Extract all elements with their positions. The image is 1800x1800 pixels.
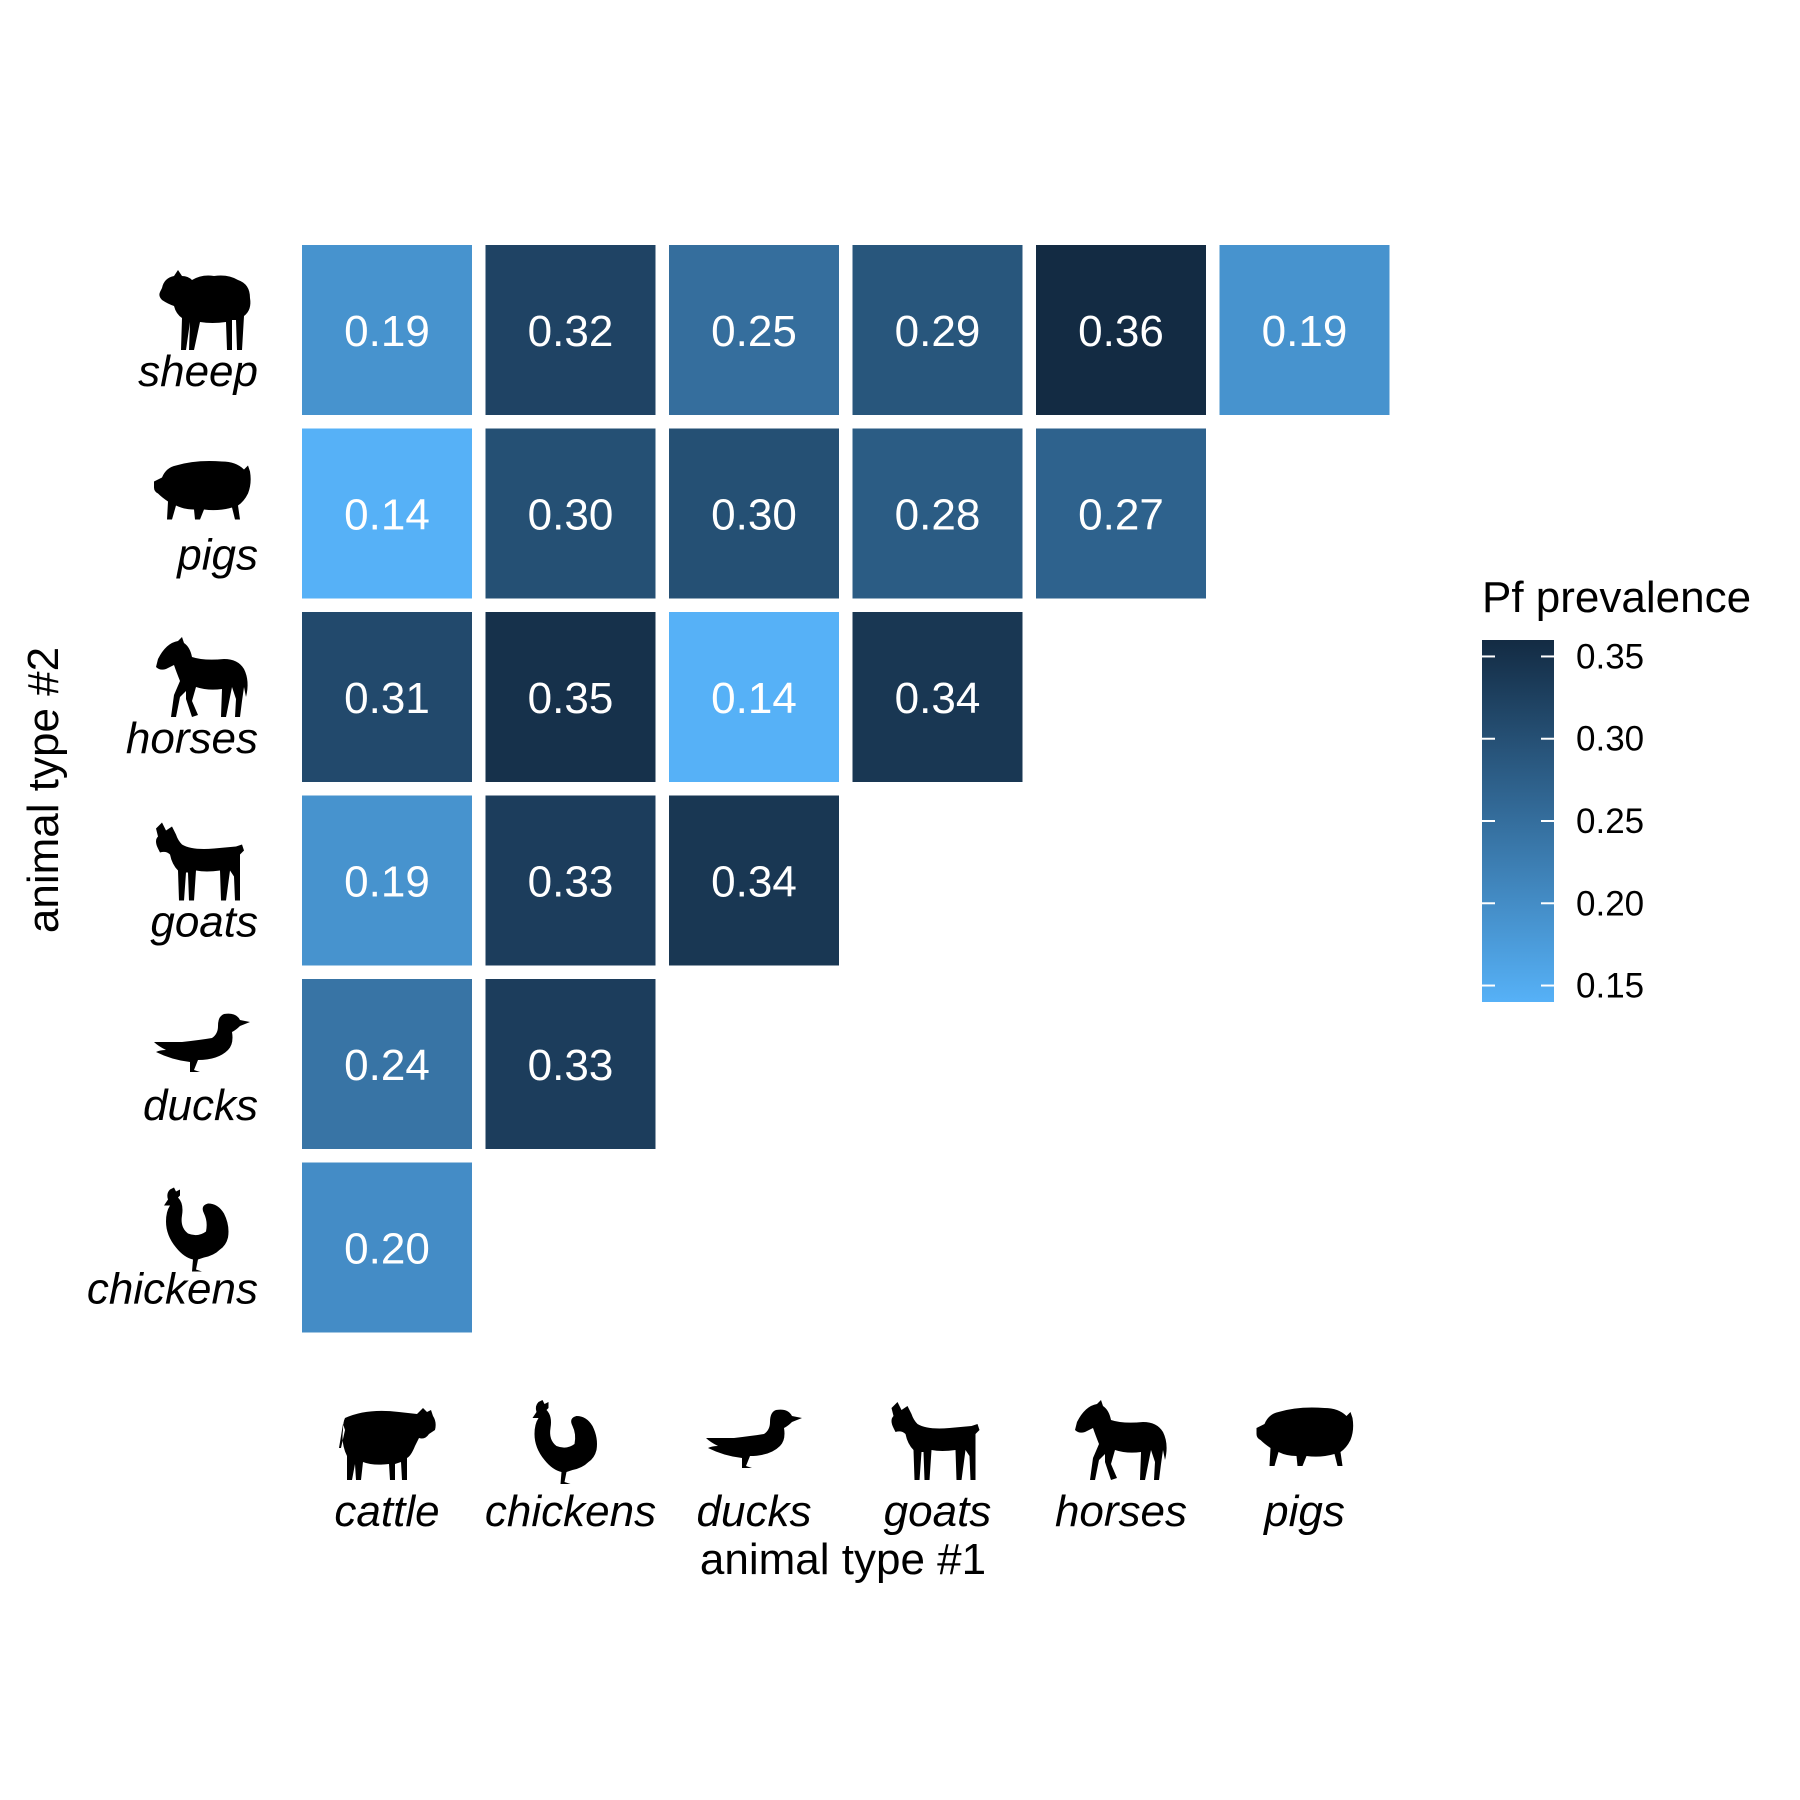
cell-value-label: 0.24 [344,1041,430,1090]
y-tick-label-horses: horses [126,714,258,763]
heatmap-cell-pigs-sheep [1219,245,1390,415]
heatmap-cell-chickens-horses [485,612,656,782]
cell-value-label: 0.36 [1078,307,1164,356]
x-tick-label-pigs: pigs [1262,1487,1345,1536]
heatmap-cell-goats-pigs [852,428,1023,599]
heatmap-cell-ducks-goats [669,795,839,966]
legend-title: Pf prevalence [1482,573,1751,622]
heatmap-cell-goats-sheep [852,245,1023,415]
cell-value-label: 0.33 [528,858,614,907]
cell-value-label: 0.29 [895,307,981,356]
heatmap-cell-chickens-pigs [485,428,656,599]
heatmap-cell-horses-pigs [1036,428,1206,599]
cell-value-label: 0.19 [344,858,430,907]
x-axis: cattle chickens ducks goats horses pigs [334,1400,1354,1536]
y-axis: sheep pigs horses goats ducks chickens [87,270,258,1314]
heatmap-cell-cattle-pigs [302,428,472,599]
cell-value-label: 0.14 [711,674,797,723]
cell-value-label: 0.19 [344,307,430,356]
x-tick-label-chickens: chickens [485,1487,656,1536]
y-tick-label-chickens: chickens [87,1265,258,1314]
heatmap-cell-cattle-chickens [302,1162,472,1333]
duck-icon [154,1013,250,1072]
cell-value-label: 0.28 [895,491,981,540]
heatmap-cell-labels: 0.19 0.32 0.25 0.29 0.36 0.19 0.14 0.30 0.30 0.28… [344,307,1347,1274]
x-tick-label-ducks: ducks [697,1487,812,1536]
rooster-icon [532,1400,597,1484]
cell-value-label: 0.34 [711,858,797,907]
goat-icon [156,822,244,901]
y-axis-title: animal type #2 [19,647,68,933]
legend-tick-label: 0.20 [1576,884,1644,923]
horse-icon [1075,1400,1167,1480]
y-tick-label-pigs: pigs [175,531,258,580]
cell-value-label: 0.31 [344,674,430,723]
legend: Pf prevalence 0.15 0.20 0.25 0.30 0.35 [1482,573,1751,1006]
legend-tick-label: 0.30 [1576,720,1644,759]
cell-value-label: 0.20 [344,1225,430,1274]
legend-tick-label: 0.25 [1576,802,1644,841]
heatmap-cell-ducks-sheep [669,245,839,415]
heatmap-cell-chickens-goats [485,795,656,966]
x-tick-label-goats: goats [884,1487,992,1536]
cow-icon [339,1408,436,1480]
legend-ticks: 0.15 0.20 0.25 0.30 0.35 [1482,637,1644,1006]
rooster-icon [164,1187,229,1272]
x-tick-label-cattle: cattle [334,1487,439,1536]
cell-value-label: 0.27 [1078,491,1164,540]
heatmap-cell-ducks-horses [669,612,839,782]
heatmap-cell-chickens-ducks [485,979,656,1149]
heatmap-cells [302,245,1390,1333]
cell-value-label: 0.30 [711,491,797,540]
cell-value-label: 0.19 [1262,307,1348,356]
legend-tick-label: 0.15 [1576,967,1644,1006]
pig-icon [154,461,251,520]
cell-value-label: 0.32 [528,307,614,356]
horse-icon [156,637,248,717]
heatmap-cell-chickens-sheep [485,245,656,415]
duck-icon [706,1409,802,1468]
legend-tick-label: 0.35 [1576,637,1644,676]
goat-icon [891,1402,980,1480]
y-tick-label-ducks: ducks [143,1081,258,1130]
x-tick-label-horses: horses [1055,1487,1187,1536]
heatmap-cell-cattle-sheep [302,245,472,415]
heatmap-cell-goats-horses [852,612,1023,782]
cell-value-label: 0.33 [528,1041,614,1090]
y-tick-label-goats: goats [150,898,258,947]
cell-value-label: 0.30 [528,491,614,540]
heatmap-cell-cattle-horses [302,612,472,782]
cell-value-label: 0.14 [344,491,430,540]
cell-value-label: 0.35 [528,674,614,723]
heatmap-cell-horses-sheep [1036,245,1206,415]
cell-value-label: 0.25 [711,307,797,356]
y-tick-label-sheep: sheep [138,347,258,396]
x-axis-title: animal type #1 [700,1535,986,1584]
heatmap-cell-cattle-ducks [302,979,472,1149]
cell-value-label: 0.34 [895,674,981,723]
pig-icon [1256,1407,1354,1466]
sheep-icon [159,270,251,350]
heatmap-cell-ducks-pigs [669,428,839,599]
heatmap-cell-cattle-goats [302,795,472,966]
